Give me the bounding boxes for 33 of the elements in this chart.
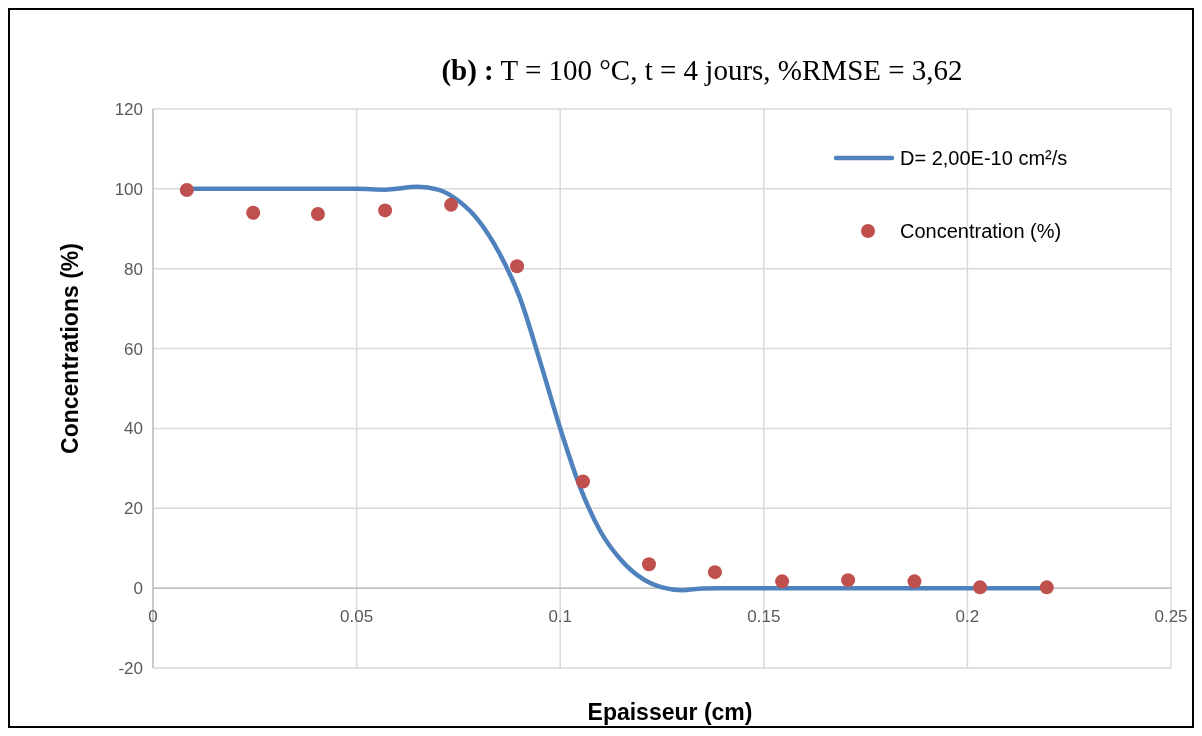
x-axis-title: Epaisseur (cm) xyxy=(587,699,753,725)
x-tick-label: 0.25 xyxy=(1154,607,1188,627)
point xyxy=(310,207,325,222)
point xyxy=(641,557,656,572)
point xyxy=(179,183,194,198)
y-tick-label: 20 xyxy=(124,499,143,519)
x-tick-label: 0.1 xyxy=(548,607,573,627)
point xyxy=(246,205,261,220)
point xyxy=(707,565,722,580)
point xyxy=(775,574,790,589)
x-tick-label: 0.2 xyxy=(955,607,980,627)
legend-label: Concentration (%) xyxy=(900,220,1062,242)
point xyxy=(841,573,856,588)
point xyxy=(378,203,393,218)
x-tick-label: 0.15 xyxy=(747,607,781,627)
y-axis-title: Concentrations (%) xyxy=(57,243,83,454)
y-tick-label: 60 xyxy=(124,339,143,359)
point xyxy=(1039,580,1054,595)
x-tick-label: 0.05 xyxy=(340,607,374,627)
y-tick-label: 120 xyxy=(114,100,143,119)
point xyxy=(907,574,922,589)
point xyxy=(576,474,590,489)
chart-title: (b) : T = 100 °C, t = 4 jours, %RMSE = 3,62 xyxy=(441,54,963,87)
legend-label: D= 2,00E-10 cm²/s xyxy=(900,147,1068,169)
x-tick-label: 0 xyxy=(148,607,158,627)
y-tick-label: 40 xyxy=(124,419,143,439)
point xyxy=(510,259,525,274)
y-tick-label: 0 xyxy=(133,579,143,599)
y-tick-label: 100 xyxy=(114,179,143,199)
point xyxy=(444,197,459,212)
y-tick-label: -20 xyxy=(118,659,143,678)
y-tick-label: 80 xyxy=(124,259,143,279)
point xyxy=(973,580,988,595)
